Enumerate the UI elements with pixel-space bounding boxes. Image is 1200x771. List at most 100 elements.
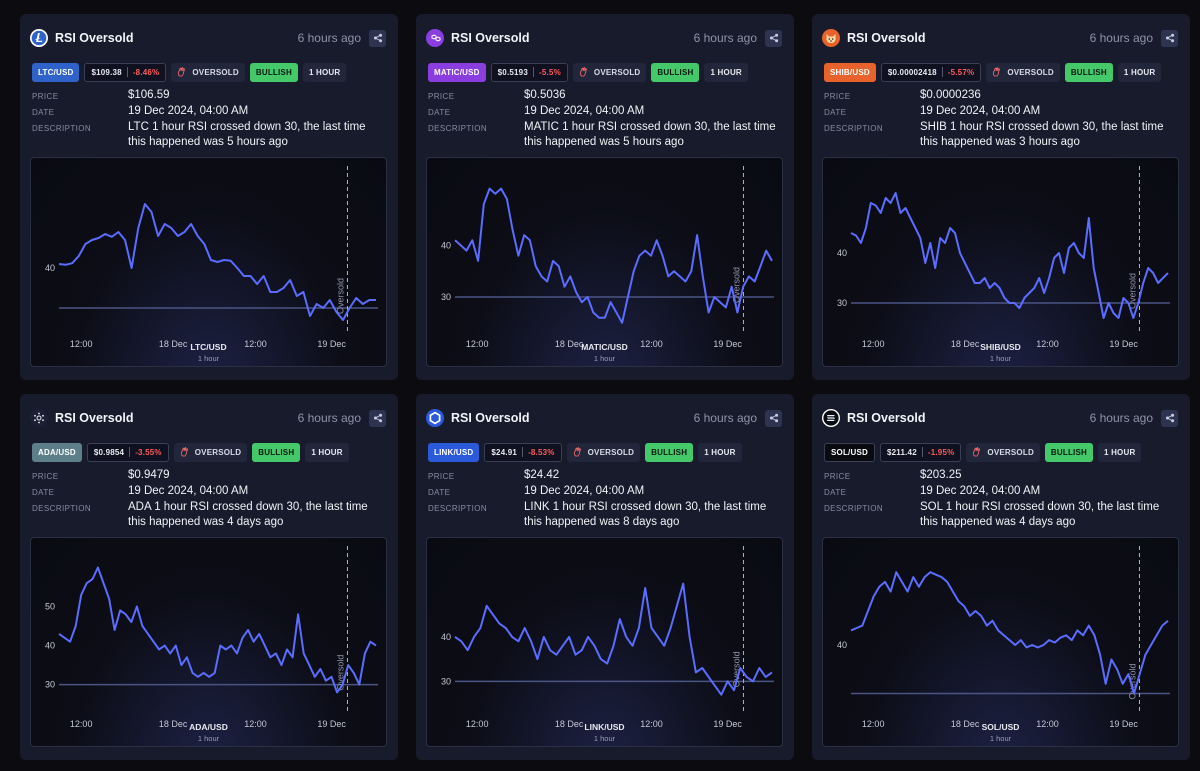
pair-badge[interactable]: LTC/USD <box>32 62 80 82</box>
chart-title: SHIB/USD <box>980 342 1021 352</box>
x-tick-label: 19 Dec <box>713 339 742 349</box>
chart-subtitle: 1 hour <box>197 354 220 363</box>
alert-card-link[interactable]: RSI Oversold 6 hours ago LINK/USD $24.91… <box>416 394 794 760</box>
share-button[interactable] <box>765 29 782 47</box>
x-tick-label: 18 Dec <box>555 719 584 729</box>
chart-title: SOL/USD <box>981 722 1020 732</box>
card-header: RSI Oversold 6 hours ago <box>426 28 782 48</box>
price-label: PRICE <box>32 472 59 481</box>
price-value: $0.5036 <box>524 89 566 101</box>
alert-card-shib[interactable]: RSI Oversold 6 hours ago SHIB/USD $0.000… <box>812 14 1190 380</box>
oversold-badge: OVERSOLD <box>173 442 248 462</box>
cardano-icon <box>30 409 48 427</box>
description-row: DESCRIPTION LINK 1 hour RSI crossed down… <box>428 500 782 530</box>
alert-card-matic[interactable]: RSI Oversold 6 hours ago MATIC/USD $0.51… <box>416 14 794 380</box>
price-change-badge: $0.5193 -5.5% <box>490 62 568 82</box>
description-label: DESCRIPTION <box>32 124 92 133</box>
description-value: LINK 1 hour RSI crossed down 30, the las… <box>524 501 767 528</box>
hand-icon <box>579 67 587 77</box>
badge-price: $211.42 <box>886 447 917 457</box>
share-icon <box>373 413 382 423</box>
detail-rows: PRICE $0.5036 DATE 19 Dec 2024, 04:00 AM… <box>428 88 782 150</box>
x-tick-label: 12:00 <box>70 339 93 349</box>
chart-title: ADA/USD <box>189 722 228 732</box>
price-change-badge: $24.91 -8.53% <box>484 442 562 462</box>
badge-change: -3.55% <box>135 447 162 457</box>
coin-icon <box>426 409 444 427</box>
description-row: DESCRIPTION SOL 1 hour RSI crossed down … <box>824 500 1178 530</box>
alert-card-ada[interactable]: RSI Oversold 6 hours ago ADA/USD $0.9854… <box>20 394 398 760</box>
rsi-chart[interactable]: 40 Oversold 12:00 18 Dec 12:00 19 Dec SOL/USD… <box>822 537 1179 747</box>
x-tick-label: 12:00 <box>862 719 885 729</box>
description-value: MATIC 1 hour RSI crossed down 30, the la… <box>524 121 776 148</box>
tag-row: MATIC/USD $0.5193 -5.5% OVERSOLD BULLISH… <box>428 62 782 82</box>
date-value: 19 Dec 2024, 04:00 AM <box>128 485 249 497</box>
time-ago: 6 hours ago <box>693 31 757 45</box>
time-ago: 6 hours ago <box>297 411 361 425</box>
status-label: OVERSOLD <box>192 67 239 77</box>
rsi-chart[interactable]: 40 Oversold 12:00 18 Dec 12:00 19 Dec LTC/USD… <box>30 157 387 367</box>
price-value: $106.59 <box>128 89 170 101</box>
rsi-chart[interactable]: 40 30 Oversold 12:00 18 Dec 12:00 19 Dec LINK/… <box>426 537 783 747</box>
chart-subtitle: 1 hour <box>989 734 1012 743</box>
coin-icon <box>822 409 840 427</box>
badge-divider <box>129 447 131 457</box>
rsi-chart[interactable]: 40 30 Oversold 12:00 18 Dec 12:00 19 Dec SHIB/… <box>822 157 1179 367</box>
card-title: RSI Oversold <box>451 411 530 425</box>
description-value: LTC 1 hour RSI crossed down 30, the last… <box>128 121 366 148</box>
description-label: DESCRIPTION <box>824 124 884 133</box>
share-button[interactable] <box>369 29 386 47</box>
badge-divider <box>522 447 524 457</box>
rsi-chart[interactable]: 40 30 Oversold 12:00 18 Dec 12:00 19 Dec MATIC… <box>426 157 783 367</box>
price-change-badge: $211.42 -1.95% <box>879 442 962 462</box>
x-tick-label: 19 Dec <box>1109 339 1138 349</box>
price-value: $0.9479 <box>128 469 170 481</box>
coin-icon <box>822 29 840 47</box>
status-label: OVERSOLD <box>987 447 1034 457</box>
share-button[interactable] <box>369 409 386 427</box>
card-title: RSI Oversold <box>55 411 134 425</box>
pair-badge[interactable]: SHIB/USD <box>824 62 876 82</box>
tag-row: ADA/USD $0.9854 -3.55% OVERSOLD BULLISH … <box>32 442 386 462</box>
badge-divider <box>941 67 943 77</box>
share-button[interactable] <box>1161 29 1178 47</box>
price-change-badge: $109.38 -8.46% <box>84 62 167 82</box>
card-title: RSI Oversold <box>847 411 926 425</box>
share-icon <box>769 413 778 423</box>
x-tick-label: 12:00 <box>244 339 267 349</box>
date-label: DATE <box>32 108 55 117</box>
description-row: DESCRIPTION MATIC 1 hour RSI crossed dow… <box>428 120 782 150</box>
description-label: DESCRIPTION <box>32 504 92 513</box>
coin-icon <box>426 29 444 47</box>
description-label: DESCRIPTION <box>824 504 884 513</box>
pair-badge[interactable]: MATIC/USD <box>428 62 486 82</box>
pair-badge[interactable]: ADA/USD <box>32 442 82 462</box>
pair-badge[interactable]: SOL/USD <box>824 442 875 462</box>
y-tick-label: 40 <box>837 248 847 258</box>
alert-card-ltc[interactable]: RSI Oversold 6 hours ago LTC/USD $109.38… <box>20 14 398 380</box>
rsi-chart[interactable]: 50 40 30 Oversold 12:00 18 Dec 12:00 19 Dec ADA… <box>30 537 387 747</box>
x-tick-label: 12:00 <box>640 339 663 349</box>
chart-subtitle: 1 hour <box>593 354 616 363</box>
price-value: $0.0000236 <box>920 89 981 101</box>
y-tick-label: 40 <box>45 263 55 273</box>
pair-badge[interactable]: LINK/USD <box>428 442 480 462</box>
description-row: DESCRIPTION LTC 1 hour RSI crossed down … <box>32 120 386 150</box>
oversold-marker-label: Oversold <box>1127 273 1137 309</box>
rsi-line <box>454 187 773 324</box>
rsi-line <box>58 203 376 321</box>
alert-card-sol[interactable]: RSI Oversold 6 hours ago SOL/USD $211.42… <box>812 394 1190 760</box>
time-ago: 6 hours ago <box>297 31 361 45</box>
share-button[interactable] <box>1161 409 1178 427</box>
share-button[interactable] <box>765 409 782 427</box>
description-label: DESCRIPTION <box>428 504 488 513</box>
card-header: RSI Oversold 6 hours ago <box>822 28 1178 48</box>
share-icon <box>1165 413 1174 423</box>
oversold-badge: OVERSOLD <box>986 62 1060 82</box>
status-label: OVERSOLD <box>587 447 635 457</box>
x-tick-label: 12:00 <box>640 719 663 729</box>
sentiment-badge: BULLISH <box>651 62 700 82</box>
description-label: DESCRIPTION <box>428 124 488 133</box>
badge-price: $0.5193 <box>497 67 528 77</box>
card-header: RSI Oversold 6 hours ago <box>30 408 386 428</box>
